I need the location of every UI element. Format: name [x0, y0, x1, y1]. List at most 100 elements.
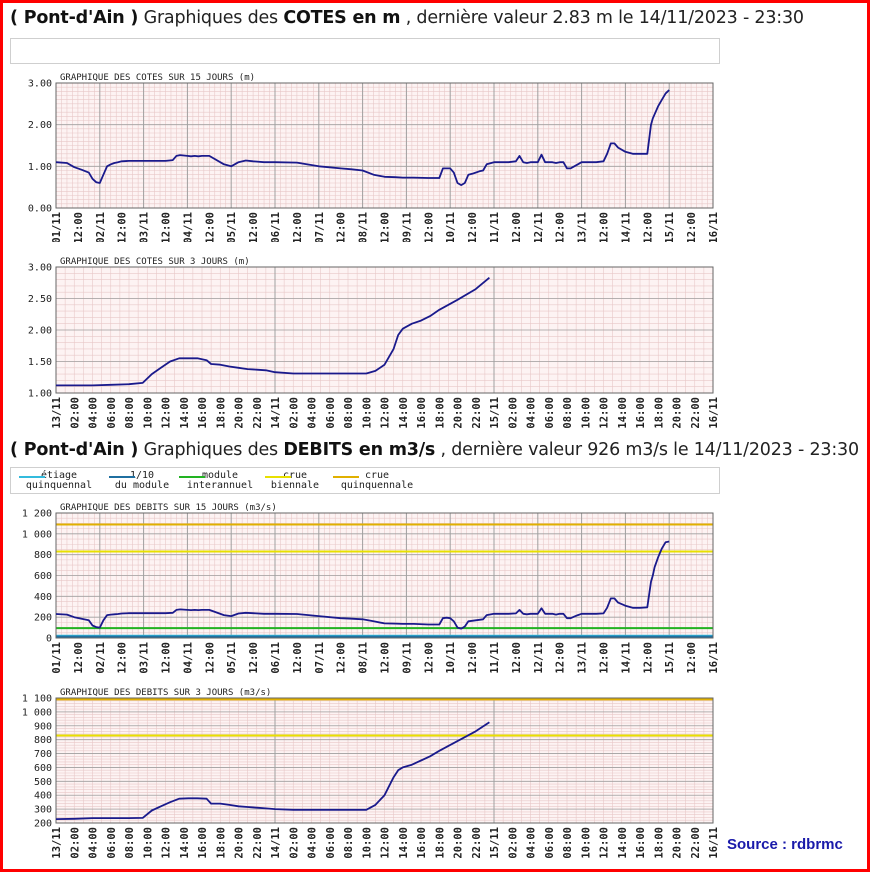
y-tick-label: 800: [34, 735, 52, 746]
y-tick-label: 3.00: [28, 263, 52, 274]
cotes-legend-box: [10, 38, 720, 64]
x-tick-label: 08:00: [562, 397, 574, 429]
x-tick-label: 22:00: [252, 397, 264, 429]
x-tick-label: 04:00: [88, 827, 100, 859]
legend-swatch: [333, 476, 359, 478]
x-tick-label: 02:00: [69, 827, 81, 859]
x-tick-label: 08/11: [358, 212, 370, 242]
y-tick-label: 1.00: [28, 389, 52, 400]
x-tick-label: 12:00: [599, 397, 611, 429]
x-tick-label: 14/11: [270, 397, 282, 429]
header-measure: COTES en m: [283, 8, 401, 28]
x-tick-label: 13/11: [577, 642, 589, 674]
y-tick-label: 600: [34, 763, 52, 774]
x-tick-label: 20:00: [672, 827, 684, 859]
x-tick-label: 12:00: [380, 397, 392, 429]
x-tick-label: 16:00: [416, 827, 428, 859]
chart-debits-15j: GRAPHIQUE DES DEBITS SUR 15 JOURS (m3/s)…: [0, 498, 740, 674]
x-tick-label: 11/11: [489, 212, 501, 242]
x-tick-label: 02:00: [288, 827, 300, 859]
x-tick-label: 08:00: [562, 827, 574, 859]
x-tick-label: 12:00: [555, 212, 567, 242]
x-tick-label: 05/11: [226, 212, 238, 242]
x-tick-label: 04:00: [307, 397, 319, 429]
x-tick-label: 12:00: [511, 642, 523, 674]
header-last-value: , dernière valeur 2.83 m le 14/11/2023 -…: [405, 8, 804, 28]
legend-item-crue-biennale: crue biennale: [265, 471, 325, 491]
y-tick-label: 800: [34, 550, 52, 561]
x-tick-label: 16/11: [708, 642, 720, 674]
x-tick-label: 16/11: [708, 397, 720, 429]
y-tick-label: 400: [34, 791, 52, 802]
x-tick-label: 12:00: [642, 212, 654, 242]
x-tick-label: 12:00: [161, 642, 173, 674]
x-tick-label: 13/11: [51, 397, 63, 429]
x-tick-label: 14:00: [179, 827, 191, 859]
x-tick-label: 12:00: [423, 212, 435, 242]
x-tick-label: 12:00: [380, 642, 392, 674]
header-prefix: Graphiques des: [143, 8, 279, 28]
chart-debits-3j: GRAPHIQUE DES DEBITS SUR 3 JOURS (m3/s) 2…: [0, 684, 740, 870]
x-tick-label: 12:00: [599, 827, 611, 859]
debits-header: ( Pont-d'Ain ) Graphiques des DEBITS en …: [10, 440, 859, 460]
x-tick-label: 09/11: [401, 642, 413, 674]
y-tick-label: 1.50: [28, 357, 52, 368]
x-tick-label: 03/11: [139, 212, 151, 242]
y-tick-label: 2.50: [28, 294, 52, 305]
legend-item-dixieme-module: 1/10 du module: [109, 471, 175, 491]
x-tick-label: 06:00: [106, 827, 118, 859]
legend-swatch: [179, 476, 205, 478]
chart-title: GRAPHIQUE DES COTES SUR 3 JOURS (m): [60, 257, 250, 267]
plot-border: [55, 512, 714, 639]
x-tick-label: 12:00: [599, 212, 611, 242]
cotes-header: ( Pont-d'Ain ) Graphiques des COTES en m…: [10, 8, 804, 28]
y-tick-label: 500: [34, 777, 52, 788]
x-tick-label: 12/11: [533, 642, 545, 674]
y-tick-label: 200: [34, 819, 52, 830]
y-tick-label: 1 200: [22, 509, 52, 520]
y-tick-label: 0: [46, 634, 52, 645]
x-tick-label: 16:00: [197, 397, 209, 429]
x-tick-label: 12:00: [642, 642, 654, 674]
x-tick-label: 15/11: [664, 212, 676, 242]
x-tick-label: 12:00: [292, 212, 304, 242]
x-tick-label: 12:00: [423, 642, 435, 674]
x-tick-label: 06:00: [325, 827, 337, 859]
legend-swatch: [265, 476, 291, 478]
x-tick-label: 15/11: [489, 827, 501, 859]
plot-border: [55, 82, 714, 209]
x-tick-label: 14/11: [620, 212, 632, 242]
x-tick-label: 12:00: [248, 642, 260, 674]
x-tick-label: 10/11: [445, 642, 457, 674]
y-tick-label: 700: [34, 749, 52, 760]
x-tick-label: 08:00: [124, 397, 136, 429]
x-tick-label: 04/11: [182, 642, 194, 674]
station-name: ( Pont-d'Ain ): [10, 440, 139, 460]
x-tick-label: 18:00: [653, 397, 665, 429]
x-tick-label: 08:00: [343, 827, 355, 859]
x-tick-label: 04:00: [526, 827, 538, 859]
y-tick-label: 300: [34, 805, 52, 816]
x-tick-label: 16:00: [197, 827, 209, 859]
y-tick-label: 1 000: [22, 707, 52, 718]
legend-item-module: module interannuel: [179, 471, 261, 491]
x-tick-label: 14:00: [617, 827, 629, 859]
x-tick-label: 12:00: [161, 397, 173, 429]
x-tick-label: 02:00: [507, 397, 519, 429]
x-tick-label: 18:00: [434, 397, 446, 429]
x-tick-label: 16/11: [708, 827, 720, 859]
y-tick-label: 200: [34, 613, 52, 624]
x-tick-label: 02/11: [95, 642, 107, 674]
x-tick-label: 03/11: [139, 642, 151, 674]
x-tick-label: 13/11: [577, 212, 589, 242]
x-tick-label: 16/11: [708, 212, 720, 242]
x-tick-label: 20:00: [234, 397, 246, 429]
header-measure: DEBITS en m3/s: [283, 440, 436, 460]
x-tick-label: 12:00: [380, 827, 392, 859]
x-tick-label: 11/11: [489, 642, 501, 674]
x-tick-label: 02:00: [69, 397, 81, 429]
x-tick-label: 09/11: [401, 212, 413, 242]
x-tick-label: 10:00: [361, 827, 373, 859]
y-tick-label: 1 100: [22, 694, 52, 705]
x-tick-label: 20:00: [453, 397, 465, 429]
